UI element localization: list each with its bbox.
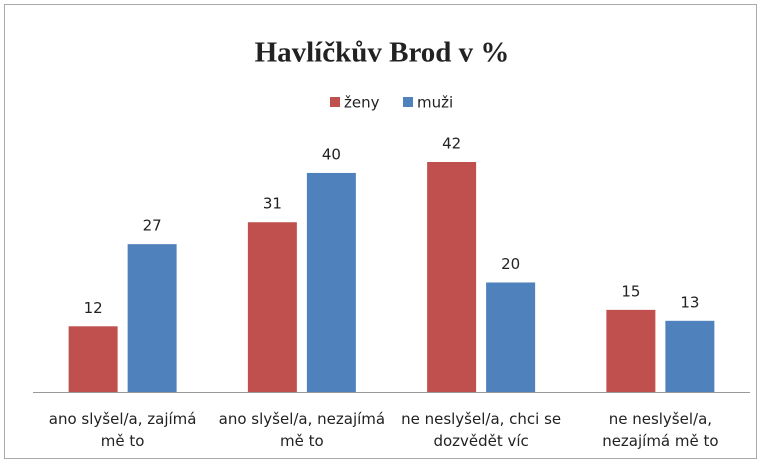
value-label: 12: [84, 299, 103, 317]
legend-label: ženy: [344, 94, 380, 112]
bar: [606, 309, 656, 392]
x-tick-label: ano slyšel/a, nezajímá mě to: [218, 410, 386, 450]
value-label: 13: [680, 293, 699, 311]
legend-swatch: [330, 97, 340, 107]
value-label: 42: [442, 135, 461, 153]
bar: [486, 282, 536, 392]
bar: [247, 222, 297, 392]
chart-title: Havlíčkův Brod v %: [255, 37, 510, 69]
x-tick-label: ne neslyšel/a, chci se dozvědět víc: [401, 410, 562, 450]
x-tick-label: ano slyšel/a, zajímá mě to: [48, 410, 197, 450]
bar: [68, 326, 118, 392]
x-tick-label: ne neslyšel/a, nezajímá mě to: [602, 410, 719, 450]
legend-swatch: [403, 97, 413, 107]
legend-label: muži: [417, 94, 453, 112]
bar: [665, 320, 715, 392]
bar: [306, 172, 356, 392]
bar: [127, 244, 177, 392]
value-label: 40: [322, 145, 341, 163]
value-label: 31: [263, 195, 282, 213]
value-label: 20: [501, 255, 520, 273]
value-label: 15: [621, 282, 640, 300]
value-label: 27: [143, 217, 162, 235]
bar: [427, 162, 477, 392]
